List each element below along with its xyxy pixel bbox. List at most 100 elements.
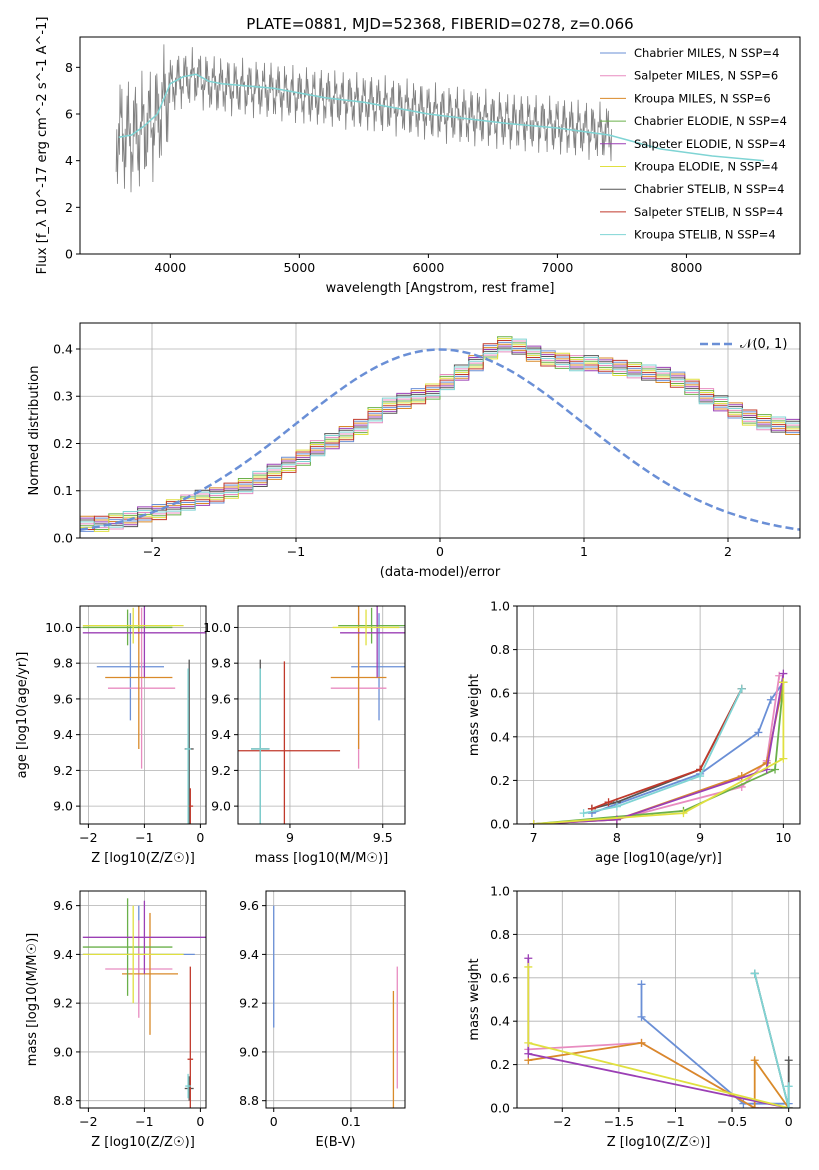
y-tick-label: 0.2	[53, 436, 73, 451]
mass-weight-line	[528, 1041, 790, 1108]
panel-1: 4000 5000 6000 7000 8000 0 2 4 6 8 wavelength [Ang…	[35, 17, 801, 296]
y-tick-label: 8.8	[53, 1093, 73, 1108]
mass-weight-line	[753, 973, 790, 1108]
x-tick-label: −0.5	[717, 1114, 747, 1129]
y-tick-label: 2	[65, 200, 73, 215]
plot-content	[82, 606, 206, 824]
plot-frame	[79, 322, 801, 539]
x-tick-label: 0	[196, 1114, 204, 1129]
x-axis-label: Z [log10(Z/Z☉)]	[91, 851, 195, 866]
x-tick-label: 0.1	[341, 1114, 361, 1129]
y-tick-label: 9.6	[53, 691, 73, 706]
mass-weight-line	[533, 682, 785, 824]
mass-weight-marker	[612, 802, 621, 811]
y-tick-label: 0.4	[490, 1014, 510, 1029]
x-tick-label: 9	[286, 830, 294, 845]
mass-weight-line	[591, 688, 743, 810]
mass-weight-marker	[784, 1056, 793, 1065]
y-axis-label: Flux [f_λ 10^-17 erg cm^-2 s^-1 A^-1]	[35, 17, 50, 275]
mass-weight-marker	[679, 809, 688, 818]
panel-6: −2 −1 0 8.8 9.0 9.2 9.4 9.6 Z [log10(Z/Z☉)] mass …	[25, 890, 207, 1150]
x-tick-label: −2	[553, 1114, 571, 1129]
mass-weight-marker	[771, 765, 780, 774]
y-tick-label: 0.2	[490, 1057, 510, 1072]
y-tick-label: 0.1	[53, 483, 73, 498]
mass-weight-marker	[612, 815, 621, 824]
x-tick-label: 1	[580, 544, 588, 559]
x-axis-label: Z [log10(Z/Z☉)]	[91, 1135, 195, 1150]
x-tick-label: 0	[270, 1114, 278, 1129]
x-tick-label: −1	[135, 1114, 153, 1129]
x-axis-label: mass [log10(M/M☉)]	[255, 851, 388, 866]
y-axis-label: mass [log10(M/M☉)]	[25, 933, 40, 1066]
x-tick-label: 8000	[671, 260, 703, 275]
y-tick-label: 9.2	[53, 763, 73, 778]
figure-title: PLATE=0881, MJD=52368, FIBERID=0278, z=0…	[246, 15, 633, 33]
x-tick-label: 7	[530, 830, 538, 845]
x-axis-label: wavelength [Angstrom, rest frame]	[326, 281, 555, 296]
x-tick-label: 5000	[283, 260, 315, 275]
y-tick-label: 9.2	[53, 996, 73, 1011]
y-tick-label: 9.4	[239, 947, 259, 962]
x-tick-label: 6000	[412, 260, 444, 275]
plot-frame	[265, 890, 406, 1109]
mass-weight-marker	[524, 1038, 533, 1047]
panel-7: 0 0.1 8.8 9.0 9.2 9.4 9.6 E(B-V)	[239, 890, 406, 1150]
legend-entry: Chabrier ELODIE, N SSP=4	[634, 114, 787, 128]
mass-weight-marker	[637, 980, 646, 989]
mass-weight-marker	[529, 820, 538, 824]
legend-entry: 𝒩(0, 1)	[740, 337, 787, 352]
mass-weight-marker	[779, 669, 788, 678]
mass-weight-marker	[779, 678, 788, 687]
y-tick-label: 9.4	[53, 727, 73, 742]
x-tick-label: 4000	[154, 260, 186, 275]
y-tick-label: 0.6	[490, 686, 510, 701]
plot-area	[238, 606, 405, 824]
y-tick-label: 8	[65, 60, 73, 75]
legend-entry: Chabrier MILES, N SSP=4	[634, 46, 779, 60]
x-axis-label: E(B-V)	[315, 1135, 355, 1150]
y-tick-label: 0.6	[490, 970, 510, 985]
mass-weight-marker	[779, 754, 788, 763]
x-tick-label: −2	[79, 1114, 97, 1129]
plot-area	[80, 891, 206, 1108]
mass-weight-marker	[524, 1049, 533, 1058]
y-tick-label: 9.6	[211, 691, 231, 706]
y-tick-label: 9.0	[53, 1044, 73, 1059]
x-tick-label: 0	[196, 830, 204, 845]
y-tick-label: 4	[65, 153, 73, 168]
x-tick-label: 8	[613, 830, 621, 845]
y-tick-label: 9.0	[211, 799, 231, 814]
legend-entry: Salpeter STELIB, N SSP=4	[634, 205, 783, 219]
y-tick-label: 0.8	[490, 642, 510, 657]
plot-frame	[516, 890, 801, 1109]
plot-frame	[237, 605, 406, 825]
plot-content	[238, 606, 405, 824]
x-axis-label: Z [log10(Z/Z☉)]	[607, 1135, 711, 1150]
plot-content	[80, 336, 800, 532]
y-axis-label: mass weight	[467, 674, 482, 756]
y-tick-label: 6	[65, 107, 73, 122]
plot-content	[115, 44, 764, 193]
y-tick-label: 9.0	[53, 799, 73, 814]
y-tick-label: 10.0	[45, 620, 73, 635]
y-tick-label: 9.2	[211, 763, 231, 778]
mass-weight-line	[533, 682, 785, 824]
x-tick-label: 9	[696, 830, 704, 845]
legend-entry: Kroupa STELIB, N SSP=4	[634, 228, 776, 242]
panel-4: 9 9.5 9.0 9.2 9.4 9.6 9.8 10.0 mass [log10(M/M☉)…	[203, 605, 406, 866]
y-tick-label: 1.0	[490, 884, 510, 899]
y-tick-label: 9.4	[211, 727, 231, 742]
mass-weight-marker	[637, 1038, 646, 1047]
x-tick-label: 0	[436, 544, 444, 559]
y-tick-label: 0	[65, 247, 73, 262]
x-tick-label: −1	[287, 544, 305, 559]
y-axis-label: mass weight	[467, 958, 482, 1040]
y-tick-label: 0.4	[53, 341, 73, 356]
model-spectrum-line	[118, 73, 764, 162]
y-tick-label: 0.0	[53, 531, 73, 546]
mass-weight-marker	[696, 772, 705, 781]
x-tick-label: −1.5	[604, 1114, 634, 1129]
y-tick-label: 0.8	[490, 927, 510, 942]
